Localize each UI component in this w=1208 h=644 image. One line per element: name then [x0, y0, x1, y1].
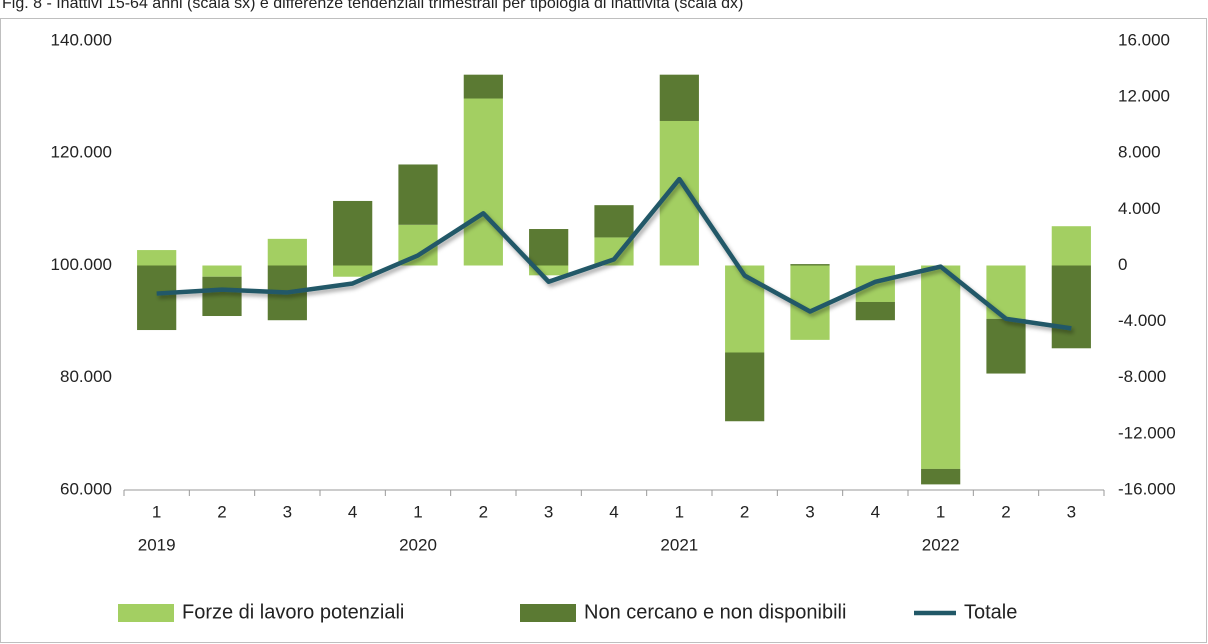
bar: [398, 164, 438, 225]
x-year-label: 2019: [138, 535, 176, 554]
bar: [202, 265, 242, 277]
y-tick-label: 140.000: [51, 30, 112, 49]
bar: [986, 265, 1026, 319]
x-tick-label: 1: [152, 502, 161, 521]
x-tick-label: 4: [348, 502, 357, 521]
bar: [529, 229, 569, 266]
x-year-label: 2020: [399, 535, 437, 554]
y-tick-label: 100.000: [51, 255, 112, 274]
y2-tick-label: 16.000: [1118, 30, 1170, 49]
x-tick-label: 3: [544, 502, 553, 521]
bar: [594, 205, 634, 238]
x-tick-label: 4: [609, 502, 618, 521]
x-tick-label: 2: [217, 502, 226, 521]
x-year-label: 2021: [660, 535, 698, 554]
y-tick-label: 80.000: [60, 367, 112, 386]
x-tick-label: 3: [805, 502, 814, 521]
bar: [137, 250, 177, 266]
chart-title: Fig. 8 - Inattivi 15-64 anni (scala sx) …: [2, 0, 743, 12]
y2-tick-label: -8.000: [1118, 367, 1166, 386]
y-tick-label: 120.000: [51, 143, 112, 162]
x-tick-label: 4: [871, 502, 880, 521]
bar: [725, 352, 765, 422]
bar: [921, 468, 961, 485]
y-tick-label: 60.000: [60, 479, 112, 498]
x-tick-label: 1: [413, 502, 422, 521]
bar: [725, 265, 765, 353]
x-tick-label: 2: [740, 502, 749, 521]
x-tick-label: 1: [936, 502, 945, 521]
legend-swatch: [520, 604, 576, 622]
legend-label: Forze di lavoro potenziali: [182, 601, 404, 623]
bar: [790, 264, 830, 266]
bar: [1051, 226, 1091, 266]
bar: [1051, 265, 1091, 349]
bar: [333, 265, 373, 277]
y2-tick-label: -12.000: [1118, 423, 1176, 442]
legend-swatch: [118, 604, 174, 622]
bar: [202, 276, 242, 317]
legend-label: Non cercano e non disponibili: [584, 601, 846, 623]
y2-tick-label: -16.000: [1118, 479, 1176, 498]
bar: [333, 200, 373, 266]
bar: [137, 265, 177, 331]
legend-label: Totale: [964, 601, 1017, 623]
bar: [921, 265, 961, 469]
x-tick-label: 1: [675, 502, 684, 521]
y2-tick-label: 4.000: [1118, 199, 1161, 218]
x-tick-label: 2: [1001, 502, 1010, 521]
y2-tick-label: -4.000: [1118, 311, 1166, 330]
y2-tick-label: 0: [1118, 255, 1127, 274]
bar: [855, 301, 895, 321]
x-tick-label: 2: [479, 502, 488, 521]
x-year-label: 2022: [922, 535, 960, 554]
chart-border: [0, 18, 1207, 643]
bar: [529, 265, 569, 276]
bar: [463, 98, 503, 266]
x-tick-label: 3: [1067, 502, 1076, 521]
line: [156, 176, 1072, 331]
y2-tick-label: 12.000: [1118, 87, 1170, 106]
x-tick-label: 3: [283, 502, 292, 521]
bar: [463, 74, 503, 99]
y2-tick-label: 8.000: [1118, 143, 1161, 162]
bar: [986, 318, 1026, 374]
bar: [267, 238, 307, 266]
bar: [659, 74, 699, 121]
